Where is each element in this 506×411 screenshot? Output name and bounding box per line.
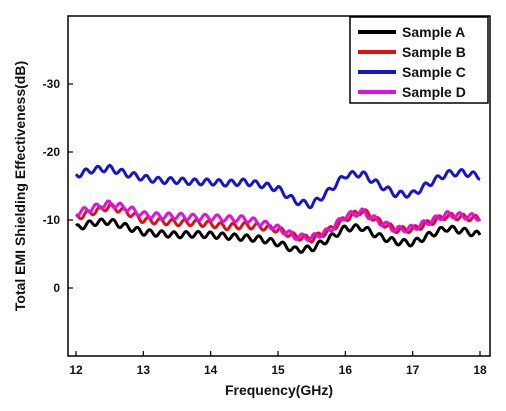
y-tick-label: -20 <box>43 145 61 159</box>
y-tick-label: 0 <box>53 281 60 295</box>
y-tick-label: -30 <box>43 77 61 91</box>
series-line-sample-d <box>75 199 482 242</box>
series-line-sample-c <box>74 163 481 210</box>
legend-label: Sample A <box>402 24 465 40</box>
legend-label: Sample B <box>402 44 466 60</box>
x-tick-label: 12 <box>69 363 83 377</box>
x-axis: 12 13 14 15 16 17 18 <box>69 351 487 377</box>
legend: Sample A Sample B Sample C Sample D <box>349 16 489 104</box>
x-tick-label: 14 <box>204 363 218 377</box>
x-tick-label: 17 <box>406 363 420 377</box>
x-tick-label: 16 <box>339 363 353 377</box>
series-line-sample-a <box>75 217 482 254</box>
y-axis-title: Total EMI Shielding Effectiveness(dB) <box>12 61 28 311</box>
y-axis: 0 -10 -20 -30 <box>43 77 73 295</box>
x-tick-label: 13 <box>137 363 151 377</box>
x-tick-label: 18 <box>473 363 487 377</box>
legend-label: Sample D <box>402 84 466 100</box>
x-axis-title: Frequency(GHz) <box>225 382 333 398</box>
y-tick-label: -10 <box>43 213 61 227</box>
legend-label: Sample C <box>402 64 466 80</box>
x-tick-label: 15 <box>271 363 285 377</box>
series-lines <box>74 163 482 254</box>
